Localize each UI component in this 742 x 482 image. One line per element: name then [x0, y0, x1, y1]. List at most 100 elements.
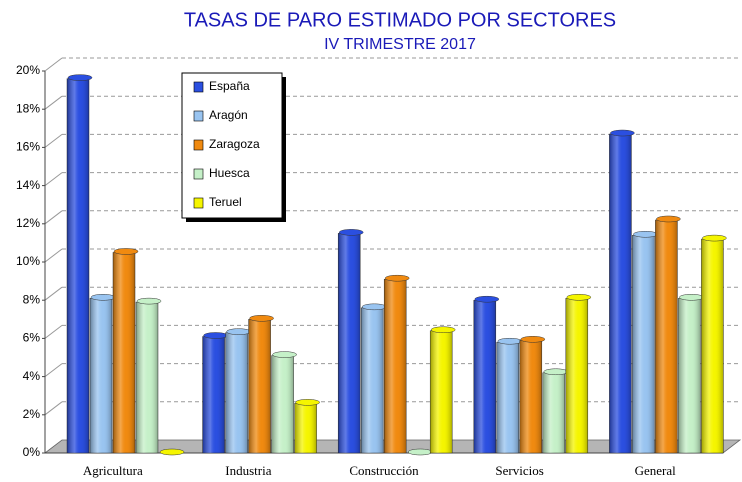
legend-label: Zaragoza	[209, 137, 260, 151]
bar-group	[609, 129, 635, 454]
bar-group	[159, 448, 185, 456]
bar-group	[519, 336, 546, 454]
bar-shade	[655, 219, 678, 453]
bar-shade	[113, 252, 135, 453]
bar-top	[679, 294, 704, 301]
chart-title: TASAS DE PARO ESTIMADO POR SECTORES	[184, 9, 616, 31]
bar-shade	[632, 235, 655, 453]
y-tick-label: 10%	[16, 254, 40, 268]
grid-line-side	[44, 325, 63, 339]
bar-top	[407, 448, 433, 456]
bar-top	[474, 295, 500, 303]
legend: España Aragón Zaragoza Huesca Teruel	[181, 72, 286, 222]
x-tick-label: Servicios	[495, 463, 543, 478]
bar-group	[701, 234, 727, 454]
bar-top	[295, 399, 320, 406]
legend-label: Teruel	[209, 195, 242, 209]
bar-shade	[678, 298, 701, 453]
bar-top	[520, 336, 546, 343]
bar-top	[610, 129, 635, 137]
grid-line-side	[44, 95, 63, 110]
bar-top	[159, 448, 185, 456]
bar-top	[90, 294, 116, 301]
bar-group	[135, 297, 162, 454]
bar-shade	[248, 319, 271, 453]
bar-top	[136, 297, 162, 305]
bar-group	[66, 74, 93, 454]
bar-top	[361, 303, 387, 311]
bar-top	[67, 74, 93, 81]
bar-group	[632, 231, 658, 454]
bar-shade	[384, 279, 407, 453]
grid-line-side	[44, 248, 63, 263]
legend-label: Huesca	[209, 166, 250, 180]
bar-top	[430, 326, 456, 334]
bar-group	[678, 294, 704, 454]
legend-label: Aragón	[209, 108, 248, 122]
bar-shade	[519, 340, 542, 453]
chart-subtitle: IV TRIMESTRE 2017	[324, 36, 476, 53]
bar-top	[249, 315, 274, 322]
bar-shade	[609, 134, 632, 453]
bar-shade	[565, 298, 588, 453]
grid-line-side	[44, 134, 63, 148]
bar-group	[202, 332, 228, 454]
bar-shade	[67, 78, 89, 453]
bar-shade	[701, 239, 724, 453]
y-tick-label: 6%	[23, 331, 41, 345]
y-tick-label: 12%	[16, 216, 40, 230]
bar-shade	[473, 300, 496, 453]
bar-group	[429, 326, 456, 454]
bar-shade	[430, 330, 453, 453]
grid-line-side	[44, 401, 63, 416]
bar-shade	[496, 342, 519, 453]
x-tick-label: General	[635, 463, 677, 478]
y-tick-label: 16%	[16, 140, 40, 154]
bar-group	[225, 328, 251, 454]
bar-top	[226, 328, 251, 335]
bar-shade	[294, 403, 317, 453]
y-tick-label: 8%	[23, 292, 41, 306]
bar-shade	[542, 372, 565, 453]
bar-top	[203, 332, 228, 339]
grid-line-side	[44, 363, 63, 377]
bar-group	[89, 294, 116, 454]
bar-top	[272, 351, 297, 358]
bar-group	[407, 448, 433, 456]
grid-line-side	[44, 210, 63, 225]
bar-top	[656, 215, 681, 223]
bar-shade	[338, 233, 361, 453]
y-tick-label: 4%	[23, 369, 41, 383]
bar-group	[271, 351, 297, 454]
bar-shade	[90, 298, 112, 453]
bar-shade	[361, 307, 384, 453]
bar-group	[360, 303, 387, 454]
bar-shade	[225, 332, 248, 453]
legend-swatch	[193, 81, 204, 93]
bar-top	[633, 231, 658, 238]
bar-top	[384, 274, 410, 282]
y-tick-label: 20%	[16, 63, 40, 77]
bar-top	[702, 234, 727, 242]
bar-group	[565, 294, 592, 454]
y-tick-label: 14%	[16, 178, 40, 192]
y-tick-label: 18%	[16, 101, 40, 115]
bar-group	[473, 295, 500, 454]
bar-shade	[136, 302, 158, 453]
x-tick-label: Agricultura	[83, 463, 143, 478]
bar-group	[542, 368, 569, 454]
x-tick-label: Industria	[225, 463, 271, 478]
legend-swatch	[193, 110, 204, 122]
legend-label: España	[209, 79, 250, 93]
legend-swatch	[193, 168, 204, 180]
legend-swatch	[193, 139, 204, 151]
y-tick-label: 2%	[23, 407, 41, 421]
bar-top	[497, 337, 523, 345]
bar-group	[294, 399, 320, 454]
bar-shade	[202, 336, 225, 453]
grid-line-side	[44, 57, 63, 72]
grid-line-side	[44, 286, 63, 301]
grid-line-side	[44, 172, 63, 186]
bar-group	[112, 248, 139, 454]
